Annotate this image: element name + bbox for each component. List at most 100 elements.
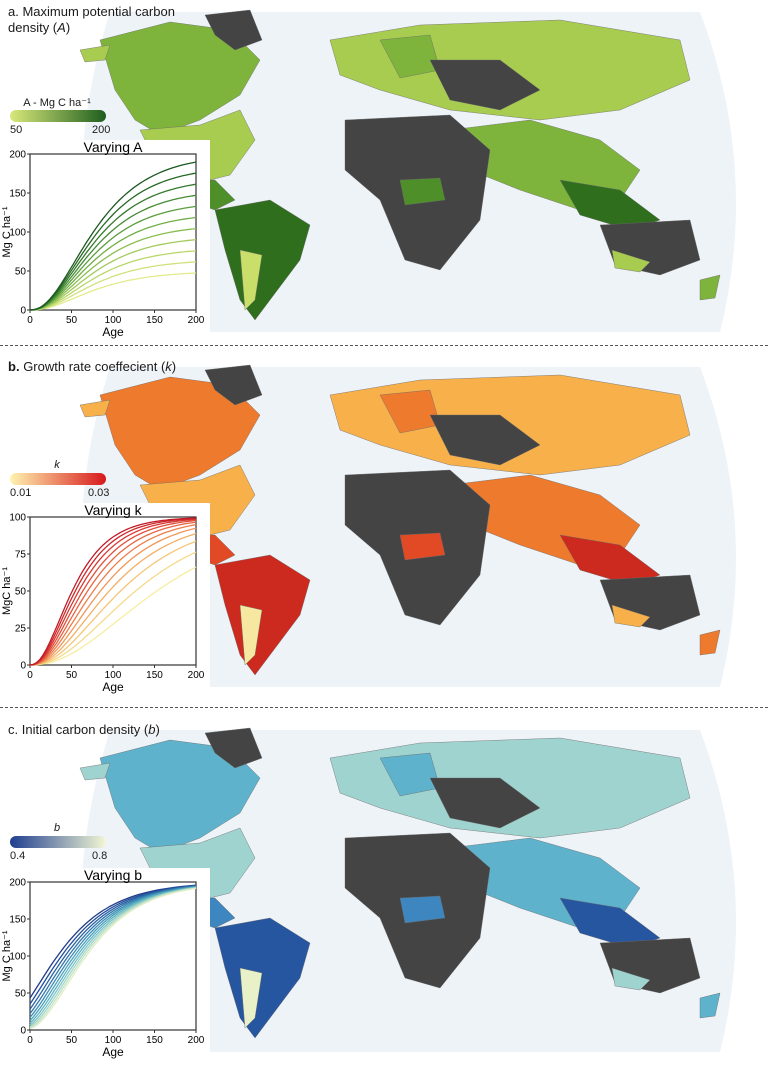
legend-c-colorbar xyxy=(10,836,106,848)
x-tick-label: 0 xyxy=(27,315,33,326)
land-region xyxy=(204,364,263,406)
land-region xyxy=(699,629,721,656)
legend-b: k 0.01 0.03 xyxy=(8,459,110,503)
series-line xyxy=(29,540,197,666)
legend-a-label: A - Mg C ha⁻¹ xyxy=(23,97,91,109)
y-axis-label: Mg C ha⁻¹ xyxy=(1,206,13,257)
world-map-c xyxy=(79,727,736,1052)
land-region xyxy=(79,399,111,418)
series-line xyxy=(29,517,197,666)
legend-b-max: 0.03 xyxy=(88,487,110,499)
panel-divider-1 xyxy=(0,345,768,346)
panel-c: c. Initial carbon density (b) b 0.4 0.8 … xyxy=(0,718,768,1060)
land-region xyxy=(429,777,541,829)
y-tick-label: 200 xyxy=(9,878,26,889)
world-map-a xyxy=(79,9,736,332)
y-tick-label: 100 xyxy=(9,952,26,963)
land-region xyxy=(214,554,311,676)
land-region xyxy=(79,44,111,63)
legend-a-colorbar xyxy=(10,110,106,122)
y-tick-label: 150 xyxy=(9,915,26,926)
x-tick-label: 100 xyxy=(105,670,122,681)
inset-chart-b: Varying k 0 50 100 150 200 0 25 50 75 100 Age MgC ha… xyxy=(0,502,210,695)
land-region xyxy=(429,59,541,111)
land-region xyxy=(399,532,446,561)
y-tick-label: 0 xyxy=(20,1026,26,1037)
series-line xyxy=(29,216,197,311)
y-tick-label: 100 xyxy=(9,513,26,524)
legend-c-min: 0.4 xyxy=(10,850,26,862)
y-tick-label: 0 xyxy=(20,661,26,672)
series-line xyxy=(29,519,197,666)
y-axis-label: Mg C ha⁻¹ xyxy=(1,930,13,981)
legend-c-max: 0.8 xyxy=(92,850,108,862)
series-line xyxy=(29,518,197,666)
land-region xyxy=(699,992,721,1019)
legend-b-colorbar xyxy=(10,473,106,485)
x-tick-label: 200 xyxy=(188,315,205,326)
legend-c: b 0.4 0.8 xyxy=(8,822,108,866)
land-region xyxy=(429,414,541,466)
y-tick-label: 100 xyxy=(9,228,26,239)
series-line xyxy=(29,272,197,311)
series-line xyxy=(29,239,197,311)
series-line xyxy=(29,194,197,311)
x-tick-label: 150 xyxy=(146,315,163,326)
panel-a: a. Maximum potential carbon density (A) … xyxy=(0,0,768,340)
land-region xyxy=(399,177,446,206)
x-tick-label: 50 xyxy=(66,670,78,681)
land-region xyxy=(699,274,721,301)
legend-b-min: 0.01 xyxy=(10,487,32,499)
inset-chart-c: Varying b 0 50 100 150 200 0 50 100 150 200 Age Mg C… xyxy=(0,867,210,1060)
series-line xyxy=(29,521,197,666)
series-line xyxy=(29,566,197,666)
series-line xyxy=(29,527,197,666)
legend-a: A - Mg C ha⁻¹ 50 200 xyxy=(8,96,111,140)
series-line xyxy=(29,161,197,311)
y-tick-label: 25 xyxy=(15,624,27,635)
chart-title: Varying b xyxy=(84,868,142,883)
land-region xyxy=(611,604,651,628)
x-tick-label: 200 xyxy=(188,670,205,681)
x-tick-label: 150 xyxy=(146,670,163,681)
y-tick-label: 50 xyxy=(15,587,27,598)
series-line xyxy=(29,227,197,311)
legend-a-max: 200 xyxy=(92,124,111,136)
world-map-b xyxy=(79,364,736,687)
series-line xyxy=(29,887,197,1030)
x-tick-label: 0 xyxy=(27,1035,33,1046)
x-tick-label: 50 xyxy=(66,315,78,326)
panel-c-title: c. Initial carbon density (b) xyxy=(8,722,160,737)
panel-a-title: a. Maximum potential carbon density (A) xyxy=(8,4,175,35)
series-line xyxy=(29,205,197,311)
x-axis-label: Age xyxy=(102,680,124,694)
chart-title: Varying A xyxy=(84,140,144,155)
land-region xyxy=(204,9,263,51)
land-region xyxy=(214,199,311,321)
legend-c-label: b xyxy=(53,822,61,834)
inset-chart-a: Varying A 0 50 100 150 200 0 50 100 150 200 Age Mg C… xyxy=(0,139,210,340)
panel-divider-2 xyxy=(0,707,768,708)
x-tick-label: 50 xyxy=(66,1035,78,1046)
land-region xyxy=(99,21,261,136)
land-region xyxy=(99,376,261,491)
land-region xyxy=(214,917,311,1039)
panel-b-title: b. Growth rate coeffecient (k) xyxy=(8,359,177,374)
land-region xyxy=(99,739,261,854)
land-region xyxy=(611,967,651,991)
land-region xyxy=(239,604,263,666)
y-tick-label: 50 xyxy=(15,267,27,278)
series-line xyxy=(29,261,197,311)
x-tick-label: 150 xyxy=(146,1035,163,1046)
chart-title: Varying k xyxy=(84,503,142,518)
series-line xyxy=(29,250,197,311)
x-tick-label: 100 xyxy=(105,315,122,326)
series-line xyxy=(29,517,197,666)
panel-b: b. Growth rate coeffecient (k) k 0.01 0.… xyxy=(0,355,768,695)
y-axis-label: MgC ha⁻¹ xyxy=(1,567,13,615)
land-region xyxy=(239,249,263,311)
x-tick-label: 0 xyxy=(27,670,33,681)
land-region xyxy=(79,762,111,781)
y-tick-label: 75 xyxy=(15,550,27,561)
legend-b-label: k xyxy=(54,459,60,471)
